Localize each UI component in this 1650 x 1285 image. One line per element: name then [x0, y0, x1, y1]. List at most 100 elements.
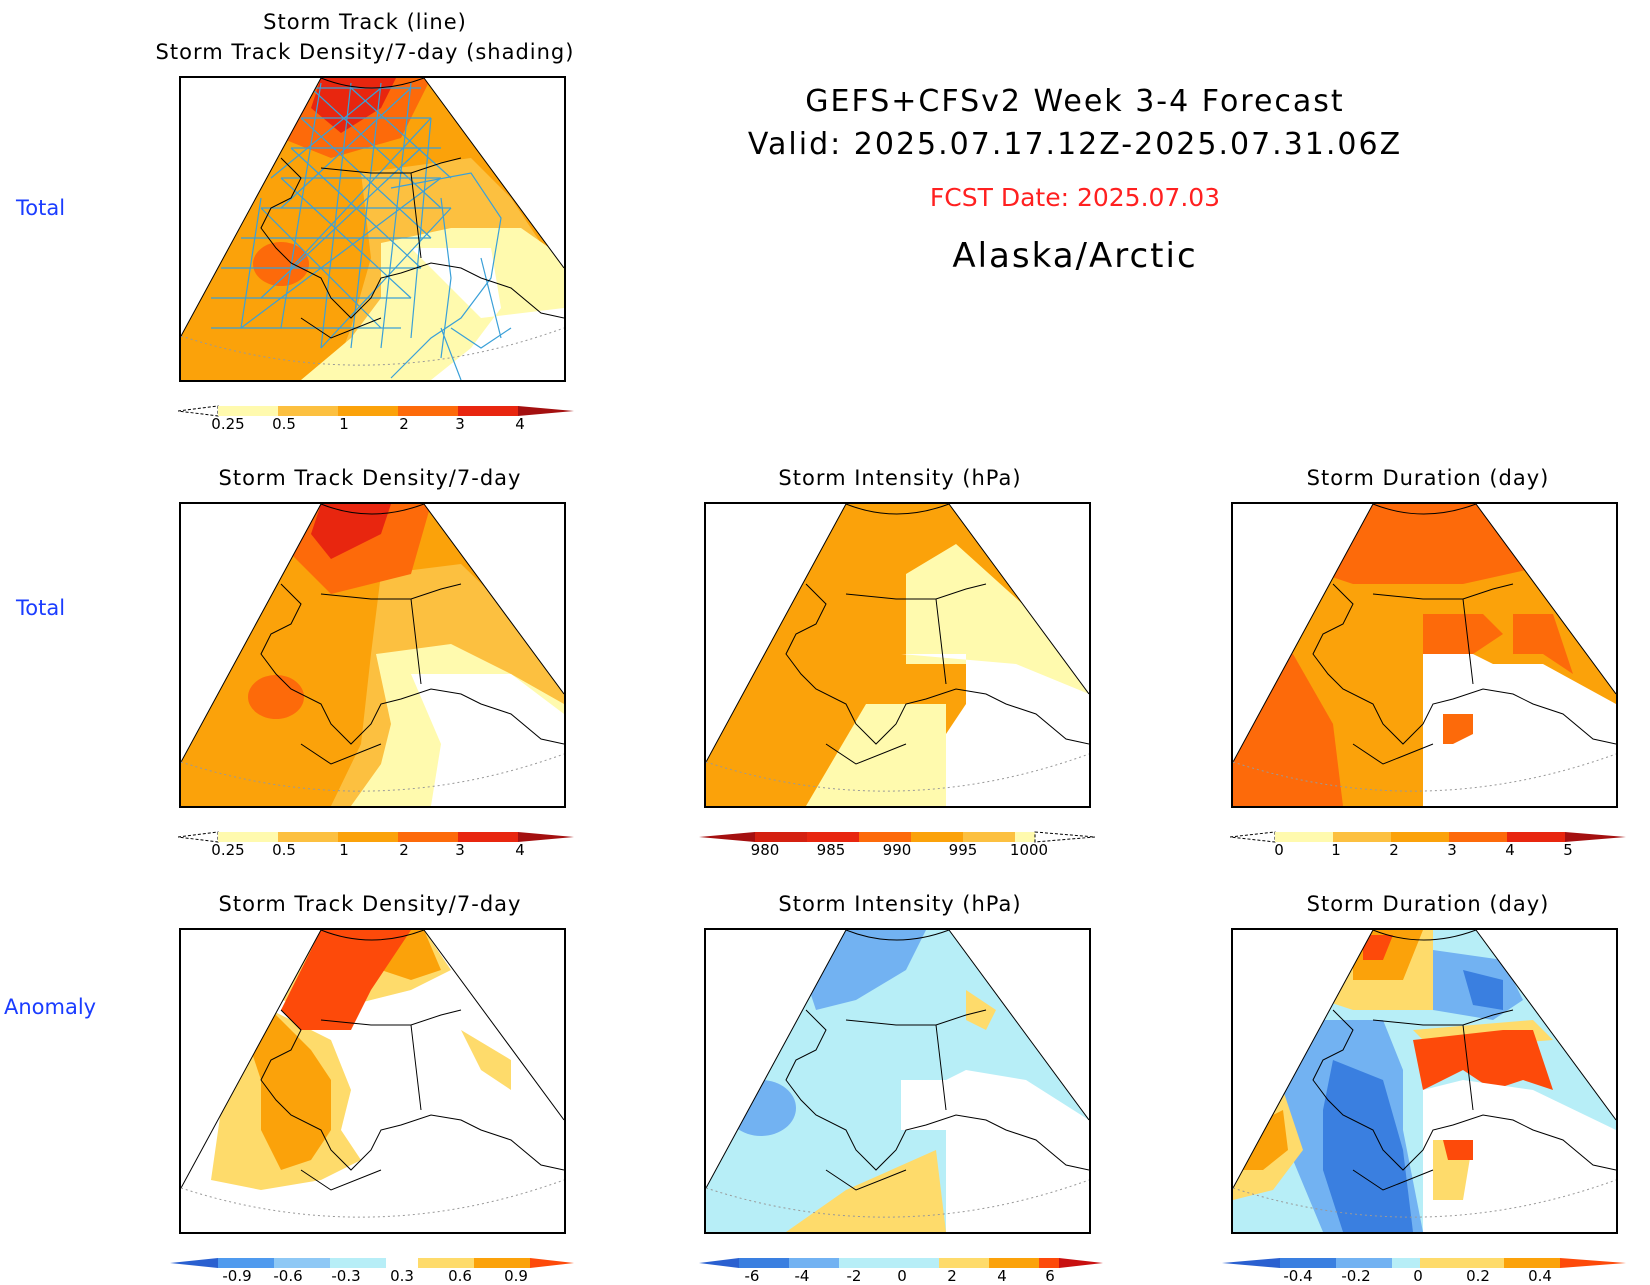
graticule-arc — [706, 753, 1089, 792]
colorbar-duration-anomaly: -0.4 -0.2 0 0.2 0.4 — [1222, 1255, 1626, 1285]
cbar-label: 0.25 — [211, 415, 245, 433]
map-wedge-outline — [181, 930, 564, 1189]
colorbar-duration-total: 0 1 2 3 4 5 — [1229, 829, 1626, 859]
cbar-label: 985 — [816, 841, 846, 859]
colorbar-intensity-anomaly: -6 -4 -2 0 2 4 6 — [699, 1255, 1103, 1285]
shade-lightyellow-south — [806, 704, 946, 806]
panel-title-intensity-anom: Storm Intensity (hPa) — [778, 892, 1022, 916]
cbar-label: 4 — [997, 1267, 1007, 1285]
map-intensity-total — [704, 502, 1091, 808]
map-wedge-outline — [1233, 504, 1616, 763]
cbar-label: 2 — [399, 841, 409, 859]
cbar-label: -0.4 — [1283, 1267, 1313, 1285]
map-wedge-outline — [706, 930, 1089, 1189]
panel-title-duration-total: Storm Duration (day) — [1306, 466, 1550, 490]
shade-lightyellow-east — [906, 544, 1089, 704]
cbar-label: -0.2 — [1341, 1267, 1371, 1285]
shade-red-south — [1443, 1140, 1473, 1160]
cbar-label: 1 — [339, 841, 349, 859]
shade-orange-patch — [1443, 714, 1473, 744]
colorbar-intensity-anom-graphic — [699, 1258, 1103, 1268]
map-duration-anomaly — [1231, 928, 1618, 1234]
alaska-coastline — [785, 1009, 1089, 1191]
cbar-label: 4 — [1505, 841, 1515, 859]
cbar-label: 0 — [1413, 1267, 1423, 1285]
forecast-date: FCST Date: 2025.07.03 — [929, 183, 1221, 212]
graticule-arc — [181, 1179, 564, 1218]
shade-red-north — [311, 504, 391, 559]
colorbar-density-anom-graphic — [170, 1258, 574, 1268]
shade-white — [1423, 654, 1616, 806]
cbar-label: -0.6 — [273, 1267, 303, 1285]
colorbar-density-top-graphic — [177, 405, 574, 417]
colorbar-intensity-total: 980 985 990 995 1000 — [699, 829, 1096, 859]
cbar-label: 2 — [947, 1267, 957, 1285]
shade-darkorange-east — [1423, 614, 1573, 674]
map-density-anomaly — [179, 928, 566, 1234]
row-label-total-1: Total — [16, 196, 66, 220]
cbar-label: -0.3 — [331, 1267, 361, 1285]
shade-midblue-north — [806, 930, 926, 1010]
cbar-label: 4 — [515, 841, 525, 859]
colorbar-density-total: 0.25 0.5 1 2 3 4 — [177, 829, 574, 859]
density-shading-red-north — [311, 78, 396, 133]
graticule-arc — [181, 753, 564, 792]
cbar-label: 0.3 — [390, 1267, 414, 1285]
top-panel-title-line2: Storm Track Density/7-day (shading) — [155, 40, 575, 64]
alaska-coastline — [1312, 1009, 1616, 1191]
cbar-label: 3 — [455, 841, 465, 859]
graticule-arc — [1233, 1179, 1616, 1218]
shade-blue-central — [1323, 1060, 1413, 1232]
cbar-label: 3 — [455, 415, 465, 433]
forecast-title-line2: Valid: 2025.07.17.12Z-2025.07.31.06Z — [747, 127, 1403, 162]
graticule-arc — [1233, 753, 1616, 792]
density-shading-darkorange-west — [253, 242, 309, 286]
cbar-label: 0.5 — [272, 841, 296, 859]
cbar-label: 4 — [515, 415, 525, 433]
map-density-total — [179, 502, 566, 808]
map-intensity-anomaly — [704, 928, 1091, 1234]
shade-redorange-east — [1413, 1030, 1553, 1090]
cbar-label: 0.2 — [1466, 1267, 1490, 1285]
cbar-label: 990 — [882, 841, 912, 859]
map-storm-track-total — [179, 76, 566, 382]
colorbar-intensity-graphic — [699, 831, 1096, 843]
top-panel-title-line1: Storm Track (line) — [263, 10, 467, 34]
panel-title-density-anom: Storm Track Density/7-day — [218, 892, 522, 916]
panel-title-density-total: Storm Track Density/7-day — [218, 466, 522, 490]
shade-midblue-west — [726, 1080, 796, 1136]
shade-orange-central — [251, 1010, 331, 1170]
cbar-label: 1 — [1331, 841, 1341, 859]
alaska-coastline — [260, 583, 564, 765]
graticule-arc — [706, 1179, 1089, 1218]
colorbar-duration-anom-graphic — [1222, 1258, 1626, 1268]
cbar-label: 0.5 — [272, 415, 296, 433]
region-label: Alaska/Arctic — [952, 236, 1198, 276]
cbar-label: 3 — [1447, 841, 1457, 859]
cbar-label: -2 — [846, 1267, 862, 1285]
shade-blue-north — [1463, 970, 1503, 1010]
alaska-coastline — [260, 1009, 564, 1191]
colorbar-density-graphic — [177, 831, 574, 843]
cbar-label: -0.9 — [222, 1267, 252, 1285]
cbar-label: 2 — [1389, 841, 1399, 859]
cbar-label: 1000 — [1009, 841, 1049, 859]
cbar-label: 0.6 — [448, 1267, 472, 1285]
cbar-label: 6 — [1045, 1267, 1055, 1285]
panel-title-intensity-total: Storm Intensity (hPa) — [778, 466, 1022, 490]
shade-darkorange-west — [248, 675, 304, 719]
cbar-label: 0 — [897, 1267, 907, 1285]
alaska-coastline — [1312, 583, 1616, 765]
row-label-anomaly: Anomaly — [4, 995, 97, 1019]
shade-redorange-north — [1363, 935, 1393, 960]
cbar-label: -6 — [744, 1267, 760, 1285]
shade-redorange-north — [281, 930, 411, 1030]
map-wedge-outline — [1233, 930, 1616, 1189]
map-wedge-outline — [181, 504, 564, 763]
alaska-coastline — [785, 583, 1089, 765]
shade-white — [411, 674, 564, 806]
cbar-label: 5 — [1563, 841, 1573, 859]
cbar-label: 0.4 — [1528, 1267, 1552, 1285]
cbar-label: 980 — [750, 841, 780, 859]
cbar-label: 0 — [1274, 841, 1284, 859]
